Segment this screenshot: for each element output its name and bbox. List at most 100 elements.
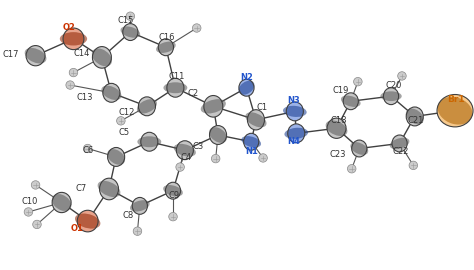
Ellipse shape — [327, 118, 346, 138]
Ellipse shape — [350, 142, 368, 155]
Ellipse shape — [138, 97, 155, 116]
Ellipse shape — [204, 96, 223, 117]
Ellipse shape — [165, 182, 181, 199]
Ellipse shape — [156, 42, 176, 53]
Text: C3: C3 — [192, 142, 204, 151]
Text: C14: C14 — [73, 49, 90, 58]
Text: C8: C8 — [122, 211, 134, 220]
Ellipse shape — [398, 72, 406, 80]
Ellipse shape — [239, 79, 254, 96]
Text: C6: C6 — [82, 146, 93, 155]
Ellipse shape — [438, 97, 473, 124]
Text: C16: C16 — [159, 33, 175, 42]
Ellipse shape — [284, 128, 308, 139]
Ellipse shape — [409, 161, 418, 170]
Ellipse shape — [406, 109, 424, 124]
Ellipse shape — [66, 81, 74, 89]
Text: C17: C17 — [2, 50, 18, 59]
Ellipse shape — [107, 149, 125, 165]
Ellipse shape — [117, 117, 125, 125]
Ellipse shape — [163, 185, 183, 196]
Ellipse shape — [126, 12, 135, 21]
Text: C5: C5 — [118, 128, 130, 137]
Ellipse shape — [209, 127, 227, 143]
Ellipse shape — [437, 94, 473, 127]
Ellipse shape — [103, 83, 120, 102]
Ellipse shape — [283, 106, 307, 117]
Ellipse shape — [52, 192, 71, 213]
Ellipse shape — [286, 102, 303, 121]
Ellipse shape — [247, 110, 264, 130]
Ellipse shape — [241, 136, 261, 147]
Ellipse shape — [24, 208, 33, 216]
Ellipse shape — [108, 147, 125, 166]
Ellipse shape — [390, 138, 410, 149]
Text: C20: C20 — [385, 80, 401, 90]
Ellipse shape — [130, 200, 150, 211]
Text: C19: C19 — [332, 86, 348, 95]
Ellipse shape — [25, 48, 46, 63]
Text: C21: C21 — [408, 116, 424, 125]
Ellipse shape — [123, 23, 138, 40]
Ellipse shape — [133, 227, 142, 235]
Ellipse shape — [176, 141, 193, 160]
Ellipse shape — [238, 81, 255, 95]
Ellipse shape — [132, 197, 147, 214]
Ellipse shape — [83, 144, 92, 153]
Ellipse shape — [326, 120, 347, 136]
Text: C7: C7 — [76, 184, 87, 193]
Ellipse shape — [347, 164, 356, 173]
Ellipse shape — [169, 212, 177, 221]
Ellipse shape — [201, 99, 226, 113]
Ellipse shape — [75, 214, 100, 229]
Text: N3: N3 — [288, 96, 300, 105]
Ellipse shape — [210, 126, 227, 144]
Text: C23: C23 — [329, 150, 346, 159]
Ellipse shape — [120, 26, 140, 38]
Ellipse shape — [137, 99, 157, 113]
Ellipse shape — [341, 96, 361, 107]
Text: C15: C15 — [118, 16, 134, 25]
Ellipse shape — [174, 144, 196, 157]
Text: C1: C1 — [256, 103, 267, 112]
Ellipse shape — [98, 181, 120, 197]
Text: O1: O1 — [70, 224, 83, 233]
Text: O2: O2 — [62, 23, 75, 32]
Ellipse shape — [406, 107, 423, 126]
Text: C12: C12 — [119, 107, 135, 117]
Ellipse shape — [352, 140, 367, 157]
Ellipse shape — [176, 163, 184, 171]
Ellipse shape — [383, 88, 399, 104]
Ellipse shape — [167, 78, 184, 97]
Text: C2: C2 — [188, 89, 199, 98]
Ellipse shape — [259, 154, 267, 162]
Ellipse shape — [158, 39, 173, 56]
Text: N2: N2 — [240, 73, 253, 82]
Ellipse shape — [31, 181, 40, 189]
Ellipse shape — [141, 132, 158, 151]
Ellipse shape — [69, 68, 78, 77]
Ellipse shape — [343, 93, 358, 110]
Text: C9: C9 — [169, 191, 180, 200]
Ellipse shape — [92, 46, 111, 68]
Text: C4: C4 — [180, 153, 191, 163]
Ellipse shape — [26, 46, 45, 66]
Ellipse shape — [354, 77, 362, 86]
Text: N1: N1 — [246, 147, 259, 156]
Text: C22: C22 — [392, 147, 409, 156]
Ellipse shape — [101, 86, 121, 100]
Ellipse shape — [244, 133, 259, 150]
Ellipse shape — [100, 178, 118, 200]
Ellipse shape — [33, 220, 41, 229]
Ellipse shape — [63, 28, 84, 50]
Ellipse shape — [92, 48, 112, 66]
Ellipse shape — [392, 135, 407, 152]
Ellipse shape — [246, 112, 266, 127]
Text: C11: C11 — [168, 72, 184, 82]
Ellipse shape — [60, 32, 87, 45]
Ellipse shape — [164, 82, 187, 93]
Ellipse shape — [380, 91, 401, 101]
Text: C10: C10 — [21, 197, 37, 206]
Ellipse shape — [211, 154, 220, 163]
Ellipse shape — [192, 24, 201, 32]
